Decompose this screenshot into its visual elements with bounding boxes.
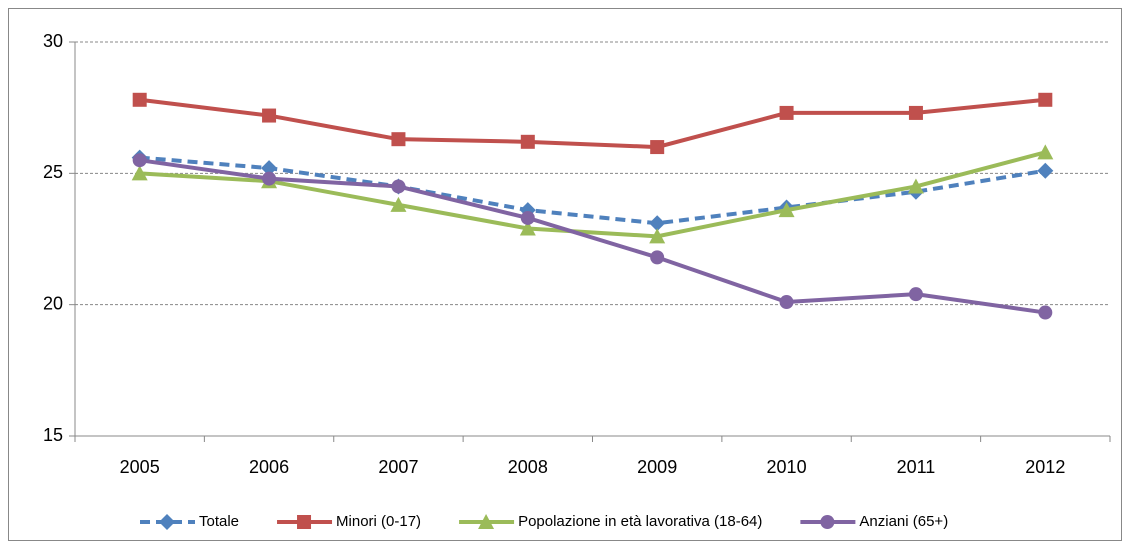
marker [131,165,148,181]
marker [391,132,406,147]
marker [908,105,923,120]
legend-marker [297,515,312,529]
series-line [139,97,1046,150]
marker [650,250,665,265]
legend-marker [478,514,495,529]
x-tick-label: 2006 [249,457,289,477]
marker [261,160,278,177]
series-line [139,155,1046,226]
marker [907,178,924,194]
marker [132,153,147,168]
marker [1037,144,1054,160]
marker [1037,162,1054,179]
legend-marker [820,515,835,529]
legend-label: Totale [199,513,239,530]
legend-marker [159,514,175,530]
chart-border [8,8,1122,541]
y-tick-label: 15 [43,425,63,445]
y-tick-label: 20 [43,293,63,313]
marker [390,196,407,212]
marker [1038,305,1053,320]
x-tick-label: 2012 [1025,457,1065,477]
marker [262,108,277,123]
y-tick-label: 25 [43,162,63,182]
marker [519,220,536,236]
marker [262,171,277,186]
marker [1038,92,1053,107]
x-tick-label: 2010 [767,457,807,477]
marker [649,228,666,244]
marker [391,179,406,194]
marker [520,210,535,225]
x-tick-label: 2007 [378,457,418,477]
marker [908,287,923,302]
x-tick-label: 2008 [508,457,548,477]
legend-label: Anziani (65+) [859,513,948,530]
x-tick-label: 2005 [120,457,160,477]
marker [649,215,666,232]
marker [779,105,794,120]
x-tick-label: 2009 [637,457,677,477]
series-line [139,150,1046,239]
marker [520,134,535,149]
x-tick-label: 2011 [897,457,936,477]
legend-label: Popolazione in età lavorativa (18-64) [518,513,762,530]
marker [778,202,795,218]
marker [132,92,147,107]
legend-label: Minori (0-17) [336,513,421,530]
marker [650,140,665,155]
series-line [139,158,1046,315]
y-tick-label: 30 [43,31,63,51]
marker [779,295,794,310]
